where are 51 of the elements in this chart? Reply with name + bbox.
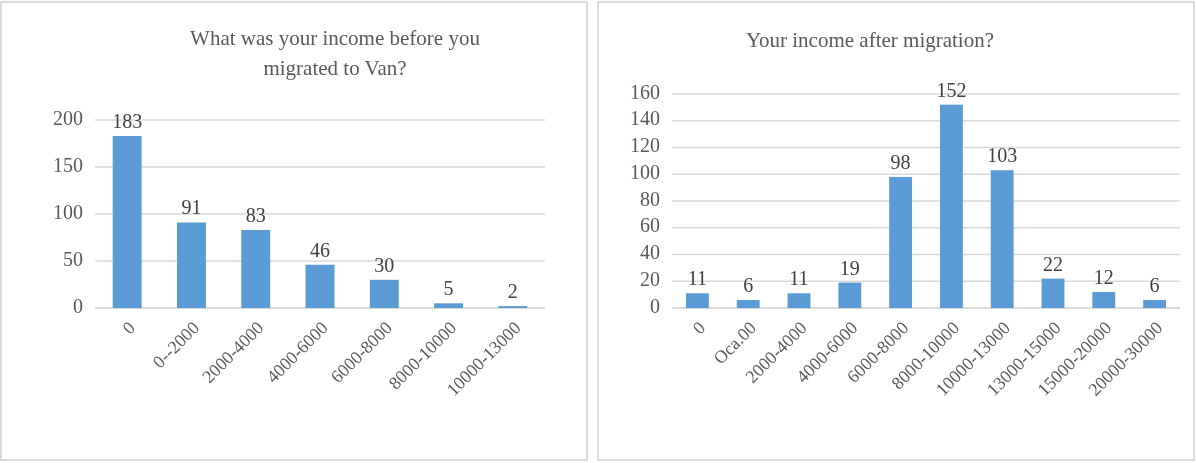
bar: [176, 222, 206, 308]
data-label: 183: [112, 109, 143, 132]
y-tick-label: 200: [53, 106, 83, 129]
bar: [990, 170, 1014, 308]
data-label: 91: [181, 196, 202, 219]
data-label: 6: [1149, 273, 1160, 296]
data-label: 2: [507, 280, 518, 303]
y-tick-label: 60: [640, 214, 660, 237]
y-tick-label: 160: [630, 80, 660, 103]
data-label: 6: [743, 273, 754, 296]
bar: [369, 279, 399, 308]
data-label: 12: [1093, 265, 1114, 288]
data-label: 5: [443, 277, 454, 300]
y-tick-label: 100: [53, 200, 83, 223]
bar: [736, 299, 760, 308]
data-label: 152: [936, 78, 967, 101]
y-tick-label: 20: [640, 267, 660, 290]
bar: [1092, 291, 1116, 308]
y-tick-label: 120: [630, 134, 660, 157]
x-tick-label: 0: [688, 317, 710, 339]
y-tick-label: 140: [630, 107, 660, 130]
bar: [685, 293, 709, 308]
bar: [787, 293, 811, 308]
data-label: 103: [987, 144, 1018, 167]
y-tick-label: 100: [630, 160, 660, 183]
data-label: 11: [789, 267, 809, 290]
chart-title: What was your income before you migrated to Van?: [190, 26, 481, 80]
data-label: 19: [839, 256, 860, 279]
bar: [241, 229, 271, 308]
bar: [838, 282, 862, 308]
bar: [305, 264, 335, 308]
y-tick-label: 0: [73, 294, 83, 317]
bar: [1041, 278, 1065, 308]
y-tick-label: 40: [640, 241, 660, 264]
data-label: 30: [374, 253, 395, 276]
data-label: 11: [687, 267, 708, 290]
bar: [939, 104, 963, 308]
y-tick-label: 150: [53, 153, 83, 176]
data-label: 83: [245, 203, 266, 226]
data-label: 98: [890, 150, 911, 173]
bar: [434, 303, 464, 308]
bar: [889, 176, 913, 308]
y-tick-label: 0: [650, 294, 660, 317]
y-tick-label: 80: [640, 187, 660, 210]
bar: [1143, 299, 1167, 308]
data-label: 22: [1043, 252, 1063, 275]
data-label: 46: [310, 238, 330, 261]
y-tick-label: 50: [63, 247, 83, 270]
bar: [112, 135, 142, 308]
x-tick-label: 0: [118, 317, 139, 339]
chart-title: Your income after migration?: [745, 28, 995, 52]
